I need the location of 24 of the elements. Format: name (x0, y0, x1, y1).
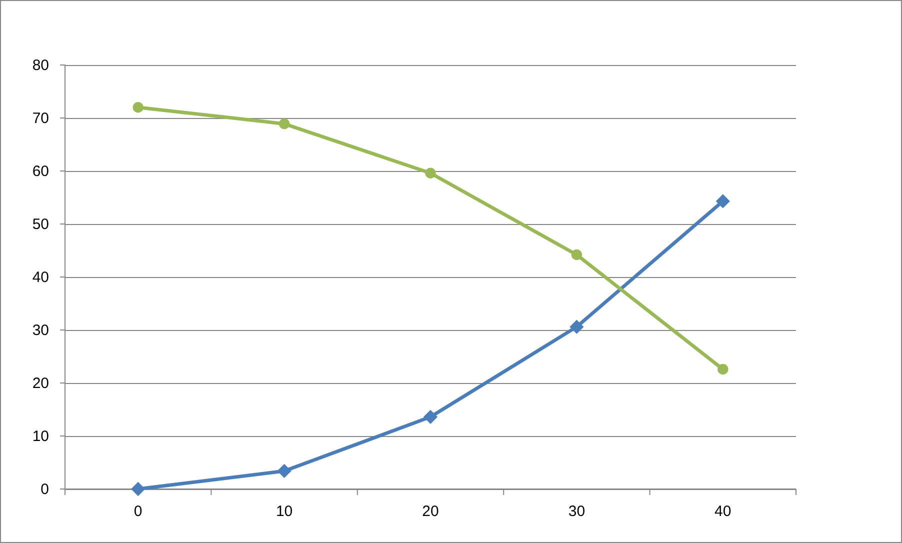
point (716, 194, 730, 208)
y-tick-label: 20 (32, 374, 49, 392)
x-tick-label: 0 (134, 503, 142, 520)
point (277, 464, 292, 478)
point (571, 249, 582, 260)
y-tick-label: 50 (32, 216, 49, 233)
point (425, 168, 436, 178)
x-tick-label: 20 (422, 503, 439, 520)
point (570, 320, 584, 334)
y-tick-label: 60 (32, 162, 49, 180)
y-tick-label: 80 (32, 56, 49, 74)
y-tick-label: 70 (32, 110, 49, 127)
y-tick-label: 30 (32, 322, 49, 339)
point (278, 118, 290, 130)
point (718, 364, 728, 375)
y-tick-label: 40 (32, 268, 49, 286)
x-tick-label: 40 (714, 503, 732, 520)
y-tick-label: 0 (40, 480, 49, 498)
point (131, 482, 146, 496)
x-tick-label: 10 (276, 503, 293, 520)
point (423, 410, 438, 424)
point (132, 102, 144, 113)
y-tick-label: 10 (32, 428, 49, 445)
x-tick-label: 30 (568, 503, 586, 520)
